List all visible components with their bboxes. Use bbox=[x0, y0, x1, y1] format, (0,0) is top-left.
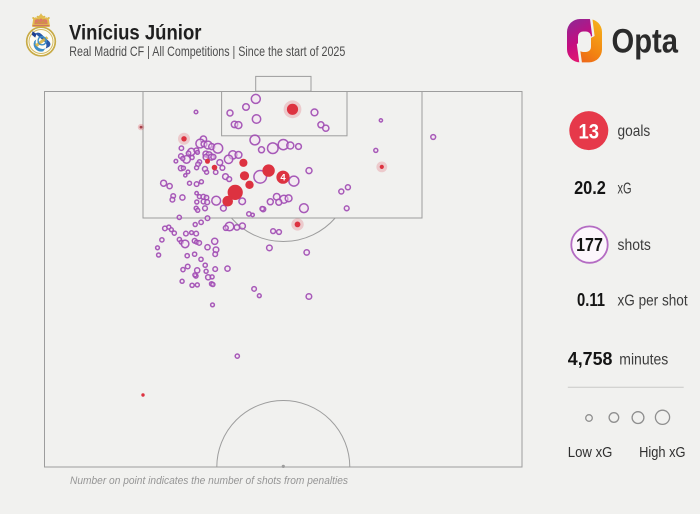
svg-text:0.11: 0.11 bbox=[577, 289, 605, 310]
svg-text:Real Madrid CF | All Competiti: Real Madrid CF | All Competitions | Sinc… bbox=[69, 43, 345, 59]
svg-text:goals: goals bbox=[618, 123, 651, 140]
svg-text:shots: shots bbox=[618, 237, 652, 254]
svg-text:Number on point indicates the: Number on point indicates the number of … bbox=[70, 475, 348, 487]
svg-text:Low xG: Low xG bbox=[568, 444, 613, 461]
svg-text:High xG: High xG bbox=[639, 444, 685, 461]
svg-text:xG per shot: xG per shot bbox=[618, 293, 689, 310]
svg-text:4: 4 bbox=[280, 172, 286, 183]
svg-text:minutes: minutes bbox=[619, 351, 668, 368]
svg-text:xG: xG bbox=[618, 181, 632, 198]
svg-text:13: 13 bbox=[579, 119, 600, 143]
svg-text:177: 177 bbox=[576, 235, 603, 255]
svg-text:Opta: Opta bbox=[612, 23, 679, 61]
svg-text:4,758: 4,758 bbox=[568, 348, 613, 369]
svg-text:20.2: 20.2 bbox=[574, 177, 606, 198]
svg-text:Vinícius Júnior: Vinícius Júnior bbox=[69, 21, 202, 45]
